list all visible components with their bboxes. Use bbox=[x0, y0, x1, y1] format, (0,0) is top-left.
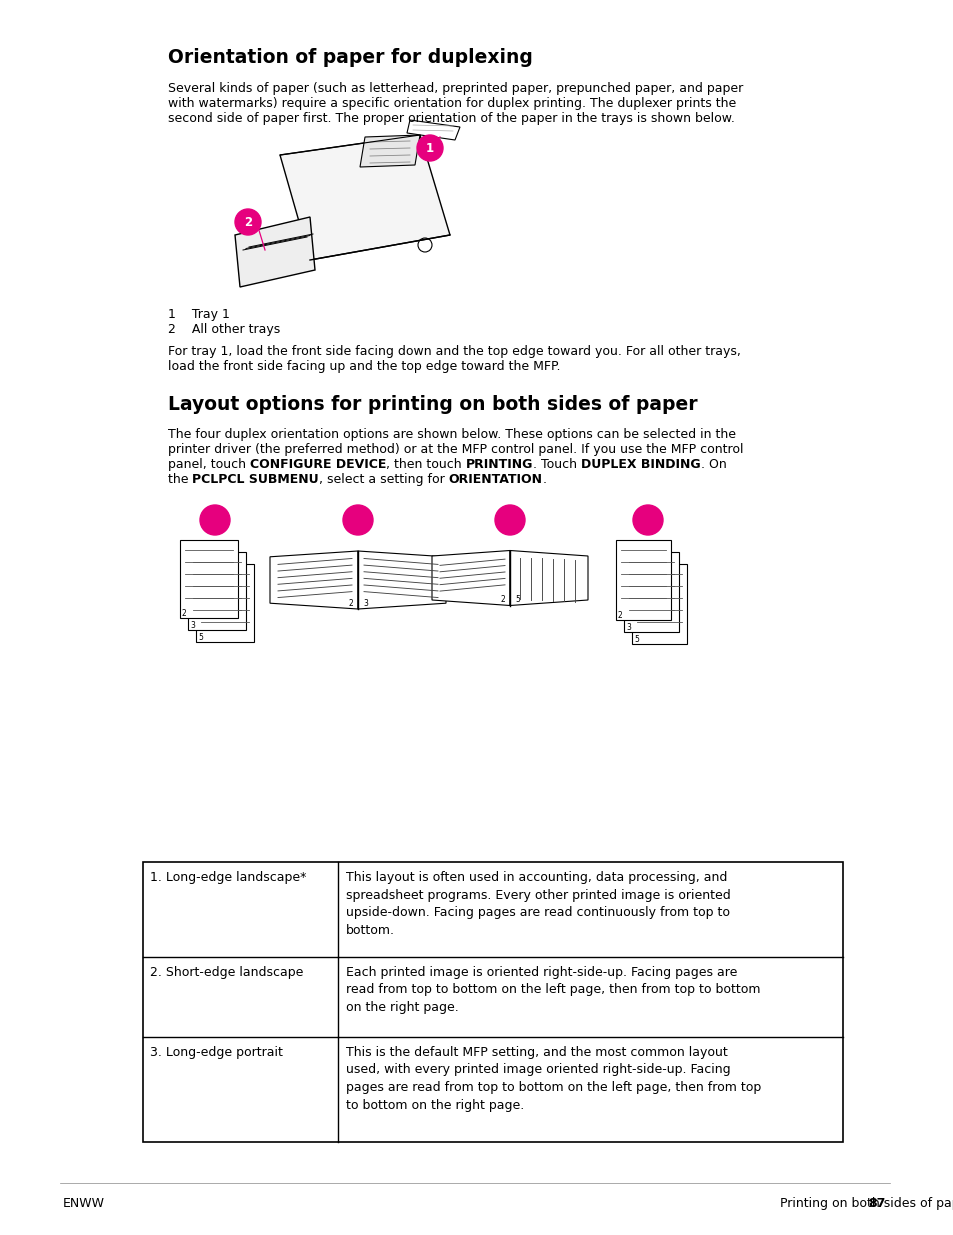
Polygon shape bbox=[280, 135, 450, 261]
Text: 3: 3 bbox=[363, 599, 368, 608]
Text: panel, touch: panel, touch bbox=[168, 458, 250, 471]
Text: 2: 2 bbox=[244, 216, 252, 230]
Text: 2. Short-edge landscape: 2. Short-edge landscape bbox=[150, 966, 303, 979]
Bar bbox=[616, 540, 670, 620]
Polygon shape bbox=[510, 551, 587, 605]
Text: This is the default MFP setting, and the most common layout
used, with every pri: This is the default MFP setting, and the… bbox=[346, 1046, 760, 1112]
Text: 2: 2 bbox=[182, 609, 187, 618]
Polygon shape bbox=[357, 551, 446, 609]
Text: Each printed image is oriented right-side-up. Facing pages are
read from top to : Each printed image is oriented right-sid… bbox=[346, 966, 760, 1014]
Bar bbox=[180, 540, 237, 618]
Polygon shape bbox=[432, 551, 510, 605]
Text: with watermarks) require a specific orientation for duplex printing. The duplexe: with watermarks) require a specific orie… bbox=[168, 98, 736, 110]
Circle shape bbox=[633, 505, 662, 535]
Text: , then touch: , then touch bbox=[386, 458, 465, 471]
Text: 2    All other trays: 2 All other trays bbox=[168, 324, 280, 336]
Text: printer driver (the preferred method) or at the MFP control panel. If you use th: printer driver (the preferred method) or… bbox=[168, 443, 742, 456]
Bar bbox=[188, 552, 246, 630]
Text: Orientation of paper for duplexing: Orientation of paper for duplexing bbox=[168, 48, 533, 67]
Text: 3: 3 bbox=[190, 621, 194, 630]
Text: 2: 2 bbox=[499, 595, 504, 604]
Text: ENWW: ENWW bbox=[63, 1197, 105, 1210]
Polygon shape bbox=[234, 217, 314, 287]
Text: 3. Long-edge portrait: 3. Long-edge portrait bbox=[150, 1046, 283, 1058]
Text: 1: 1 bbox=[425, 142, 434, 156]
Text: 5: 5 bbox=[634, 635, 639, 643]
Text: 2: 2 bbox=[618, 611, 622, 620]
Text: For tray 1, load the front side facing down and the top edge toward you. For all: For tray 1, load the front side facing d… bbox=[168, 345, 740, 358]
Text: the: the bbox=[168, 473, 193, 487]
Text: 5: 5 bbox=[437, 593, 442, 601]
Text: 87: 87 bbox=[868, 1197, 885, 1210]
Text: load the front side facing up and the top edge toward the MFP.: load the front side facing up and the to… bbox=[168, 359, 560, 373]
Text: 5: 5 bbox=[515, 595, 519, 604]
Text: second side of paper first. The proper orientation of the paper in the trays is : second side of paper first. The proper o… bbox=[168, 112, 734, 125]
Text: 1    Tray 1: 1 Tray 1 bbox=[168, 308, 230, 321]
Text: CONFIGURE DEVICE: CONFIGURE DEVICE bbox=[250, 458, 386, 471]
Bar bbox=[623, 552, 679, 632]
Text: DUPLEX BINDING: DUPLEX BINDING bbox=[580, 458, 700, 471]
Text: This layout is often used in accounting, data processing, and
spreadsheet progra: This layout is often used in accounting,… bbox=[346, 871, 730, 936]
Text: .: . bbox=[542, 473, 546, 487]
Text: Layout options for printing on both sides of paper: Layout options for printing on both side… bbox=[168, 395, 697, 414]
Polygon shape bbox=[270, 551, 357, 609]
Text: PRINTING: PRINTING bbox=[465, 458, 533, 471]
Circle shape bbox=[416, 135, 442, 161]
Text: Several kinds of paper (such as letterhead, preprinted paper, prepunched paper, : Several kinds of paper (such as letterhe… bbox=[168, 82, 742, 95]
Text: PCLPCL SUBMENU: PCLPCL SUBMENU bbox=[193, 473, 319, 487]
Text: 1. Long-edge landscape*: 1. Long-edge landscape* bbox=[150, 871, 306, 884]
Circle shape bbox=[234, 209, 261, 235]
Text: , select a setting for: , select a setting for bbox=[319, 473, 449, 487]
Text: ORIENTATION: ORIENTATION bbox=[449, 473, 542, 487]
Text: 5: 5 bbox=[198, 634, 203, 642]
Bar bbox=[195, 564, 253, 642]
Circle shape bbox=[343, 505, 373, 535]
Text: Printing on both sides of paper (optional duplexer): Printing on both sides of paper (optiona… bbox=[780, 1197, 953, 1210]
Text: 3: 3 bbox=[625, 622, 630, 632]
Text: . On: . On bbox=[700, 458, 726, 471]
Polygon shape bbox=[359, 135, 419, 167]
Circle shape bbox=[495, 505, 524, 535]
Bar bbox=[631, 564, 686, 643]
Text: . Touch: . Touch bbox=[533, 458, 580, 471]
Polygon shape bbox=[407, 120, 459, 140]
Text: The four duplex orientation options are shown below. These options can be select: The four duplex orientation options are … bbox=[168, 429, 735, 441]
Bar bbox=[143, 862, 842, 1142]
Circle shape bbox=[200, 505, 230, 535]
Text: 2: 2 bbox=[348, 599, 353, 608]
